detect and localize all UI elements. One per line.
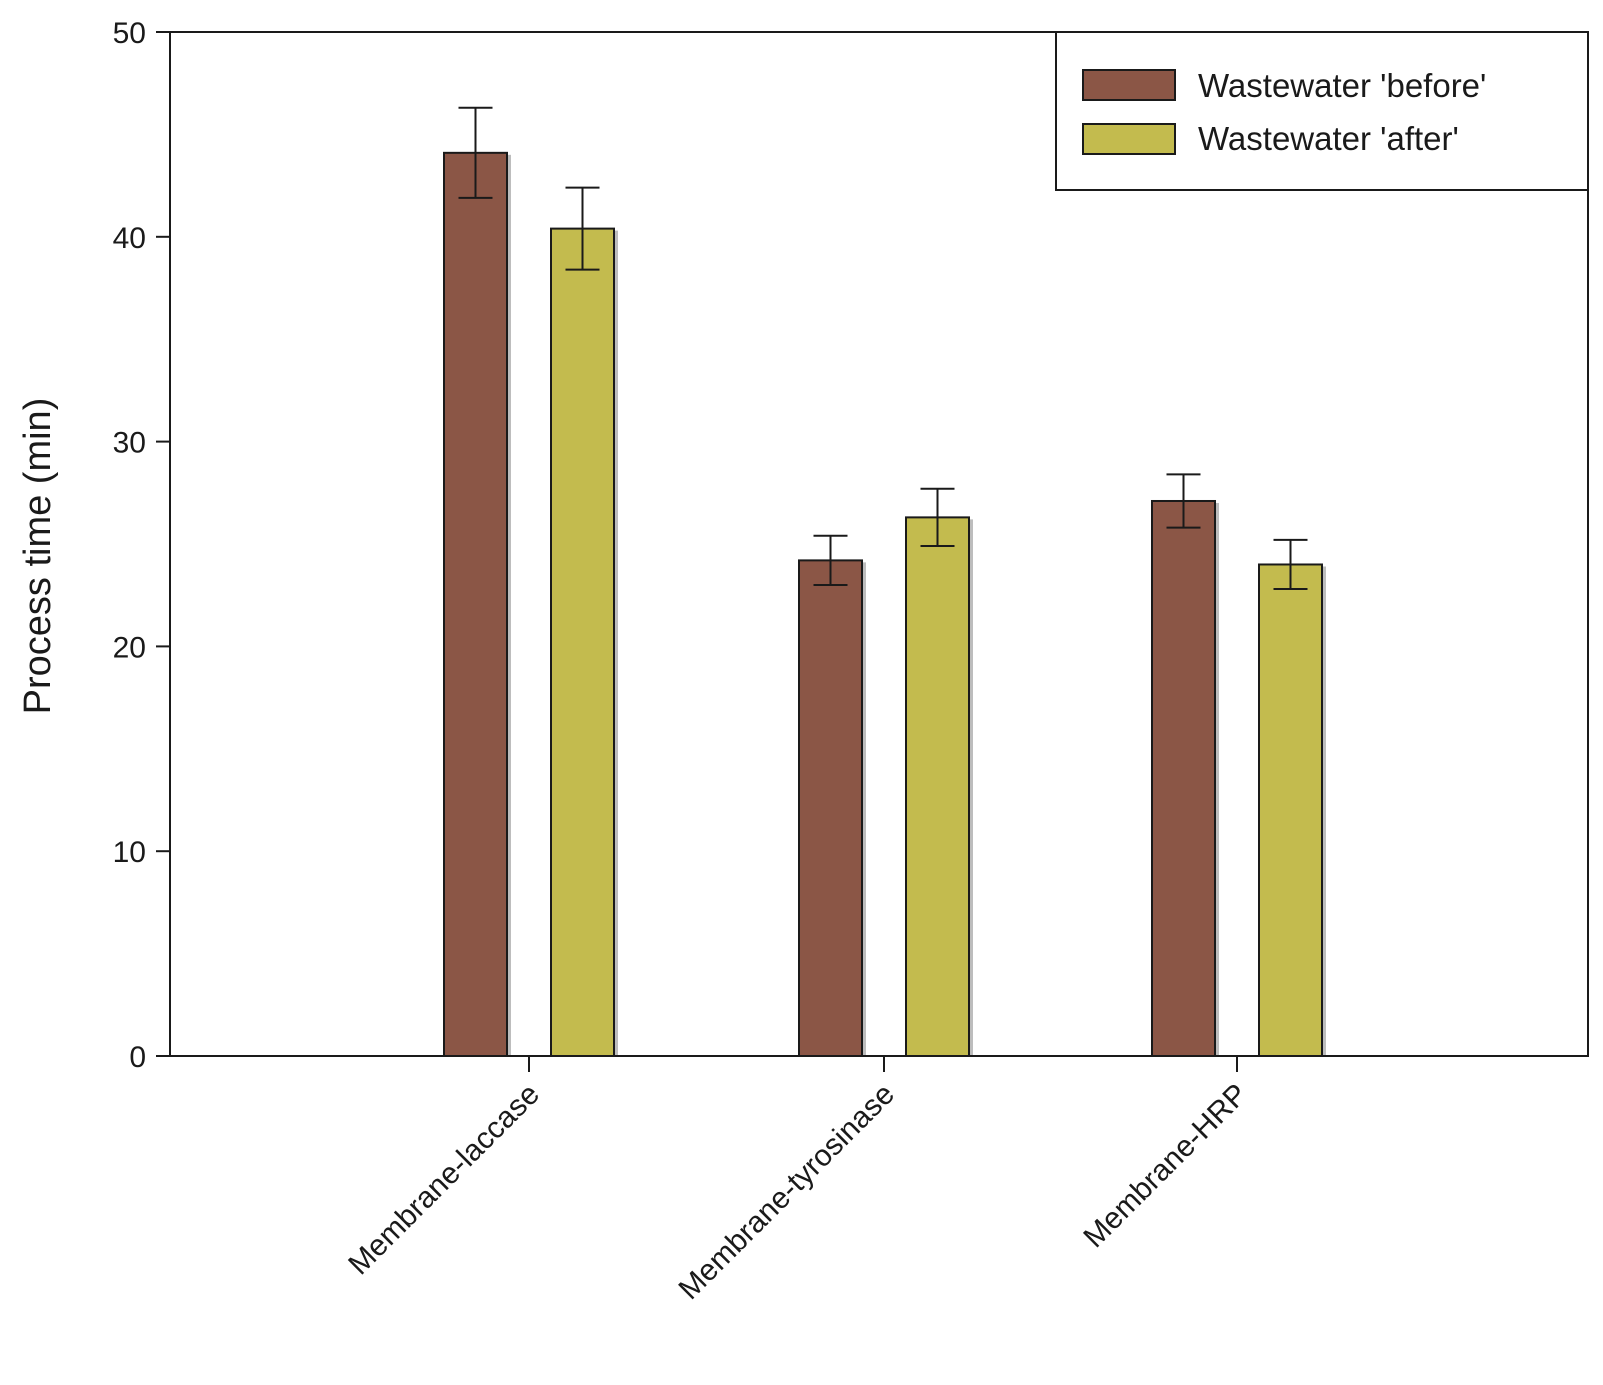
bar-after-2 — [1258, 563, 1323, 1057]
legend-swatch-after — [1082, 123, 1176, 155]
x-category-label-1: Membrane-tyrosinase — [672, 1078, 900, 1306]
y-tick-label-10: 10 — [113, 836, 146, 869]
y-tick-label-50: 50 — [113, 17, 146, 50]
error-bar-after-0 — [565, 186, 600, 271]
error-bars-layer — [458, 106, 1308, 591]
bar-after-1 — [905, 516, 970, 1057]
y-axis-title: Process time (min) — [17, 398, 59, 715]
bar-before-2 — [1151, 499, 1216, 1057]
legend-swatch-before — [1082, 69, 1176, 101]
error-bar-after-1 — [920, 487, 955, 548]
bar-before-1 — [798, 559, 863, 1057]
error-bar-before-1 — [813, 534, 848, 586]
y-tick-label-0: 0 — [129, 1041, 146, 1074]
error-bar-before-0 — [458, 106, 493, 199]
x-category-label-2: Membrane-HRP — [1077, 1078, 1254, 1255]
y-tick-label-20: 20 — [113, 631, 146, 664]
error-bar-after-2 — [1273, 538, 1308, 591]
plot-frame — [169, 31, 1589, 1057]
y-axis: 0 10 20 30 40 50 — [113, 17, 170, 1074]
legend: Wastewater 'before' Wastewater 'after' — [1055, 31, 1589, 191]
y-tick-label-30: 30 — [113, 427, 146, 460]
bars-layer — [443, 151, 1326, 1058]
x-category-label-0: Membrane-laccase — [342, 1078, 546, 1282]
legend-box — [1055, 31, 1589, 191]
legend-label-before: Wastewater 'before' — [1198, 67, 1486, 104]
bar-before-0 — [443, 151, 508, 1058]
x-axis: Membrane-laccase Membrane-tyrosinase Membr… — [342, 1056, 1254, 1306]
bar-after-0 — [550, 227, 615, 1058]
legend-label-after: Wastewater 'after' — [1198, 120, 1459, 157]
error-bar-before-2 — [1166, 473, 1201, 529]
y-tick-label-40: 40 — [113, 222, 146, 255]
